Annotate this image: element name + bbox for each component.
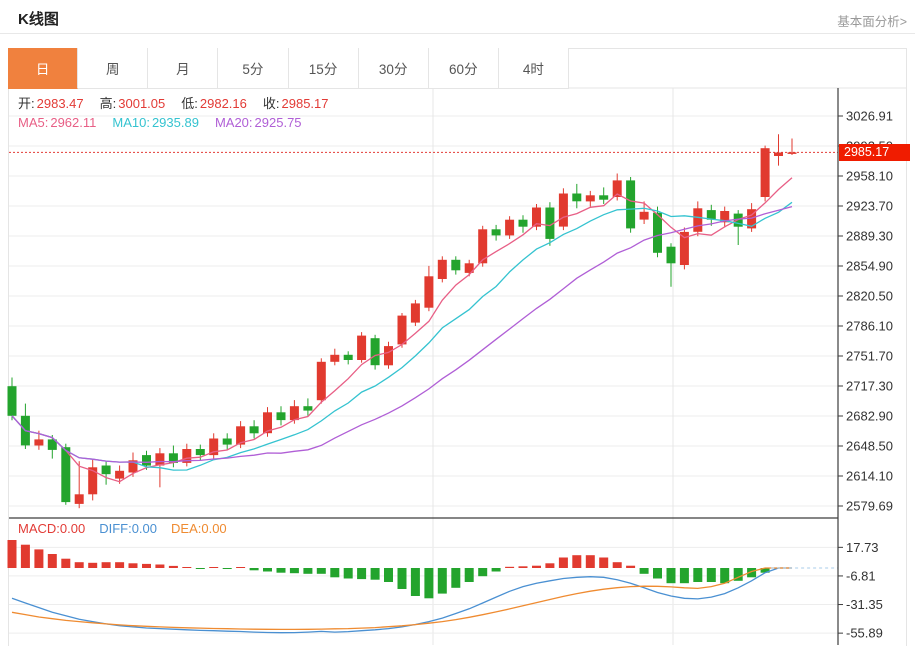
quote-value: 2935.89 bbox=[151, 115, 199, 130]
svg-text:2717.30: 2717.30 bbox=[846, 379, 893, 394]
period-tab-60分[interactable]: 60分 bbox=[428, 48, 499, 89]
gridlines bbox=[9, 88, 838, 645]
quote-pair: 低: 2982.16 bbox=[181, 96, 247, 111]
svg-text:2820.50: 2820.50 bbox=[846, 289, 893, 304]
quote-value: 3001.05 bbox=[118, 96, 166, 111]
quote-pair: MA5: 2962.11 bbox=[18, 115, 96, 130]
quote-value: 0.00 bbox=[131, 521, 158, 536]
svg-text:3026.91: 3026.91 bbox=[846, 109, 893, 124]
quote-label: MA20: bbox=[214, 115, 253, 130]
svg-text:2579.69: 2579.69 bbox=[846, 499, 893, 514]
quote-label: 高: bbox=[99, 96, 117, 111]
quote-pair: 开: 2983.47 bbox=[18, 96, 84, 111]
quote-value: 2925.75 bbox=[254, 115, 302, 130]
quote-label: 低: bbox=[181, 96, 198, 111]
ohlc-row: 开: 2983.47 高: 3001.05 低: 2982.16 收: 2985.17 bbox=[18, 94, 345, 113]
quote-value: 2962.11 bbox=[50, 115, 97, 130]
period-tab-15分[interactable]: 15分 bbox=[288, 48, 359, 89]
fundamental-analysis-link[interactable]: 基本面分析> bbox=[837, 15, 907, 29]
period-tab-5分[interactable]: 5分 bbox=[218, 48, 289, 89]
macd-indicator-row: MACD:0.00 DIFF:0.00 DEA:0.00 bbox=[18, 521, 241, 536]
period-tab-日[interactable]: 日 bbox=[8, 48, 79, 89]
quote-label: 开: bbox=[18, 96, 35, 111]
macd-lines bbox=[11, 567, 838, 634]
svg-text:2751.70: 2751.70 bbox=[846, 349, 893, 364]
current-price-badge: 2985.17 bbox=[839, 144, 910, 161]
period-tab-4时[interactable]: 4时 bbox=[498, 48, 568, 89]
period-tab-周[interactable]: 周 bbox=[78, 48, 149, 89]
period-tabs: 日周月 5分 15分 30分 60分 4时 bbox=[8, 48, 569, 89]
svg-text:-55.89: -55.89 bbox=[846, 626, 883, 641]
quote-value: 2982.16 bbox=[199, 96, 247, 111]
svg-text:2682.90: 2682.90 bbox=[846, 409, 893, 424]
svg-text:-6.81: -6.81 bbox=[846, 568, 876, 583]
ma-lines-layer bbox=[11, 177, 793, 483]
svg-text:2786.10: 2786.10 bbox=[846, 319, 893, 334]
quote-pair: DEA:0.00 bbox=[171, 521, 227, 536]
svg-text:2923.70: 2923.70 bbox=[846, 199, 893, 214]
svg-text:2614.10: 2614.10 bbox=[846, 469, 893, 484]
quote-pair: MA10: 2935.89 bbox=[112, 115, 199, 130]
axes: 3026.912992.502958.102923.702889.302854.… bbox=[9, 87, 906, 645]
svg-text:2648.50: 2648.50 bbox=[846, 439, 893, 454]
header-divider bbox=[0, 33, 915, 34]
svg-text:2854.90: 2854.90 bbox=[846, 259, 893, 274]
candles-layer bbox=[7, 134, 797, 509]
quote-label: MA5: bbox=[18, 115, 49, 130]
quote-pair: DIFF:0.00 bbox=[99, 521, 157, 536]
page-title: K线图 bbox=[18, 11, 59, 28]
quote-pair: 高: 3001.05 bbox=[100, 96, 166, 111]
quote-value: 2983.47 bbox=[36, 96, 84, 111]
quote-label: DIFF: bbox=[99, 521, 132, 536]
quote-pair: 收: 2985.17 bbox=[263, 96, 329, 111]
svg-text:2958.10: 2958.10 bbox=[846, 169, 893, 184]
quote-label: MACD: bbox=[18, 521, 60, 536]
quote-label: DEA: bbox=[171, 521, 202, 536]
quote-pair: MA20: 2925.75 bbox=[215, 115, 302, 130]
quote-bar: 开: 2983.47 高: 3001.05 低: 2982.16 收: 2985.17 MA5… bbox=[18, 94, 345, 132]
macd-histogram bbox=[7, 540, 770, 599]
period-tab-月[interactable]: 月 bbox=[148, 48, 219, 89]
svg-text:2889.30: 2889.30 bbox=[846, 229, 893, 244]
ma-row: MA5: 2962.11 MA10: 2935.89 MA20: 2925.75 bbox=[18, 113, 345, 132]
svg-text:-31.35: -31.35 bbox=[846, 597, 883, 612]
svg-text:17.73: 17.73 bbox=[846, 540, 879, 555]
quote-label: MA10: bbox=[112, 115, 150, 130]
period-tab-30分[interactable]: 30分 bbox=[358, 48, 429, 89]
quote-pair: MACD:0.00 bbox=[18, 521, 85, 536]
quote-label: 收: bbox=[262, 96, 280, 111]
quote-value: 0.00 bbox=[201, 521, 227, 536]
quote-value: 2985.17 bbox=[281, 96, 329, 111]
quote-value: 0.00 bbox=[59, 521, 86, 536]
